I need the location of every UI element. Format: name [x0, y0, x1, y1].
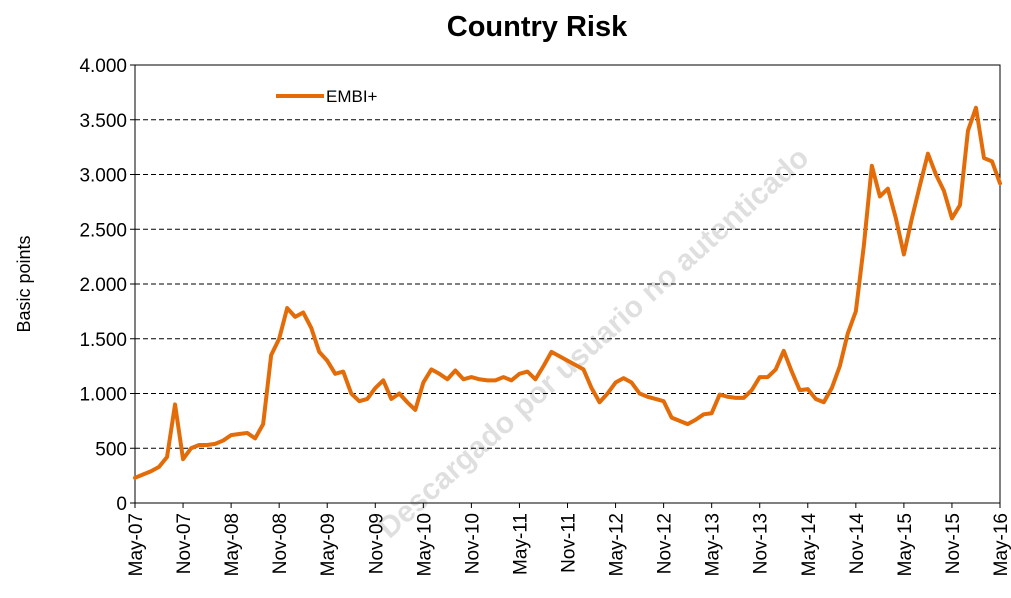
watermark: Descargado por usuario no autenticado	[372, 141, 815, 545]
y-tick-label: 2.000	[79, 275, 127, 296]
x-tick-label: Nov-15	[943, 513, 964, 574]
x-tick-label: May-15	[895, 513, 916, 576]
chart-title: Country Risk	[447, 11, 628, 43]
x-tick-label: Nov-11	[559, 513, 580, 573]
x-tick-label: May-07	[126, 513, 147, 576]
x-tick-label: May-12	[607, 513, 628, 576]
x-tick-label: Nov-08	[270, 513, 291, 574]
x-tick-label: May-13	[703, 513, 724, 576]
x-tick-label: Nov-10	[462, 513, 483, 574]
y-tick-label: 1.000	[79, 385, 127, 406]
y-tick-label: 2.500	[79, 220, 127, 241]
y-tick-label: 1.500	[79, 330, 127, 351]
y-tick-label: 500	[95, 439, 127, 460]
y-tick-label: 3.500	[79, 111, 127, 132]
x-tick-label: May-10	[414, 513, 435, 576]
x-tick-label: May-09	[318, 513, 339, 576]
x-tick-label: May-14	[799, 513, 820, 577]
x-tick-label: Nov-09	[366, 513, 387, 574]
x-tick-label: Nov-13	[751, 513, 772, 574]
y-tick-label: 3.000	[79, 166, 127, 187]
x-tick-label: Nov-12	[655, 513, 676, 574]
x-tick-label: Nov-07	[174, 513, 195, 574]
y-tick-label: 0	[116, 494, 127, 515]
x-tick-label: May-11	[510, 513, 531, 575]
series-line	[133, 105, 1002, 480]
x-tick-label: Nov-14	[847, 513, 868, 575]
x-tick-label: May-16	[991, 513, 1011, 576]
y-tick-label: 4.000	[79, 56, 127, 77]
y-axis-label: Basic points	[14, 235, 34, 332]
legend-label: EMBI+	[326, 87, 378, 106]
x-tick-label: May-08	[222, 513, 243, 576]
